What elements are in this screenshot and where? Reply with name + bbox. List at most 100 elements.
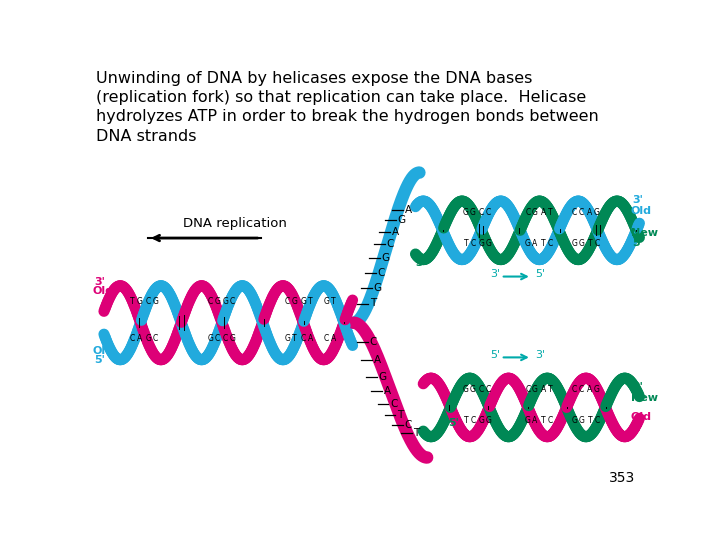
Text: A: A [532, 239, 537, 248]
Text: C: C [579, 208, 584, 217]
Text: G: G [578, 416, 585, 425]
Text: A: A [532, 416, 537, 425]
Text: C: C [486, 208, 491, 217]
Text: 5': 5' [448, 418, 459, 428]
Text: 3': 3' [632, 382, 644, 392]
Text: DNA replication: DNA replication [183, 217, 287, 231]
Text: T: T [292, 334, 297, 343]
Text: C: C [479, 208, 484, 217]
Text: T: T [541, 239, 546, 248]
Text: G: G [485, 416, 491, 425]
Text: C: C [324, 334, 329, 343]
Text: C: C [130, 334, 135, 343]
Text: T: T [397, 410, 403, 420]
Text: C: C [548, 416, 553, 425]
Text: G: G [532, 208, 538, 217]
Text: 5': 5' [632, 424, 644, 434]
Text: G: G [292, 297, 297, 306]
Text: C: C [370, 337, 377, 347]
Text: G: G [284, 334, 291, 343]
Text: A: A [541, 385, 546, 394]
Text: T: T [541, 416, 546, 425]
Text: C: C [145, 297, 150, 306]
Text: A: A [588, 208, 593, 217]
Text: Old: Old [92, 286, 113, 296]
Text: A: A [541, 208, 546, 217]
Text: G: G [478, 416, 485, 425]
Text: T: T [464, 239, 468, 248]
Text: G: G [578, 239, 585, 248]
Text: 3': 3' [490, 269, 500, 279]
Text: C: C [470, 239, 475, 248]
Text: C: C [572, 208, 577, 217]
Text: 3': 3' [535, 350, 545, 360]
Text: C: C [548, 239, 553, 248]
Text: 353: 353 [608, 471, 635, 485]
Text: G: G [378, 372, 387, 382]
Text: A: A [307, 334, 312, 343]
Text: A: A [392, 227, 399, 237]
Text: C: C [390, 399, 397, 409]
Text: A: A [384, 386, 391, 396]
Text: G: G [323, 297, 329, 306]
Text: 3': 3' [415, 259, 426, 268]
Text: T: T [130, 297, 135, 306]
Text: G: G [214, 297, 220, 306]
Text: T: T [588, 416, 592, 425]
Text: C: C [386, 239, 393, 249]
Text: G: G [594, 385, 600, 394]
Text: T: T [464, 416, 468, 425]
Text: Unwinding of DNA by helicases expose the DNA bases
(replication fork) so that re: Unwinding of DNA by helicases expose the… [96, 71, 599, 144]
Text: C: C [572, 385, 577, 394]
Text: G: G [145, 334, 151, 343]
Text: T: T [331, 297, 336, 306]
Text: New: New [631, 228, 658, 238]
Text: C: C [215, 334, 220, 343]
Text: 3': 3' [94, 276, 104, 287]
Text: T: T [370, 299, 376, 308]
Text: T: T [548, 385, 553, 394]
Text: T: T [588, 239, 592, 248]
Text: C: C [470, 416, 475, 425]
Text: 3': 3' [632, 194, 644, 205]
Text: G: G [382, 253, 390, 263]
Text: C: C [207, 297, 212, 306]
Text: G: G [572, 416, 577, 425]
Text: T: T [413, 428, 420, 438]
Text: G: G [478, 239, 485, 248]
Text: G: G [300, 297, 306, 306]
Text: C: C [486, 385, 491, 394]
Text: G: G [230, 334, 235, 343]
Text: C: C [526, 385, 531, 394]
Text: Old: Old [631, 206, 652, 216]
Text: C: C [153, 334, 158, 343]
Text: G: G [463, 208, 469, 217]
Text: C: C [526, 208, 531, 217]
Text: 5': 5' [94, 355, 104, 365]
Text: G: G [374, 283, 382, 293]
Text: A: A [137, 334, 143, 343]
Text: Old: Old [92, 346, 113, 356]
Text: A: A [405, 205, 412, 214]
Text: Old: Old [631, 413, 652, 422]
Text: G: G [594, 208, 600, 217]
Text: New: New [631, 393, 658, 403]
Text: G: G [532, 385, 538, 394]
Text: C: C [230, 297, 235, 306]
Text: C: C [223, 334, 228, 343]
Text: G: G [572, 239, 577, 248]
Text: 5': 5' [490, 350, 500, 360]
Text: T: T [307, 297, 312, 306]
Text: C: C [594, 239, 600, 248]
Text: G: G [470, 208, 476, 217]
Text: G: G [525, 416, 531, 425]
Text: G: G [137, 297, 143, 306]
Text: C: C [285, 297, 290, 306]
Text: C: C [377, 268, 385, 278]
Text: G: G [207, 334, 213, 343]
Text: 5': 5' [535, 269, 545, 279]
Text: G: G [397, 215, 406, 225]
Text: C: C [300, 334, 306, 343]
Text: C: C [579, 385, 584, 394]
Text: G: G [525, 239, 531, 248]
